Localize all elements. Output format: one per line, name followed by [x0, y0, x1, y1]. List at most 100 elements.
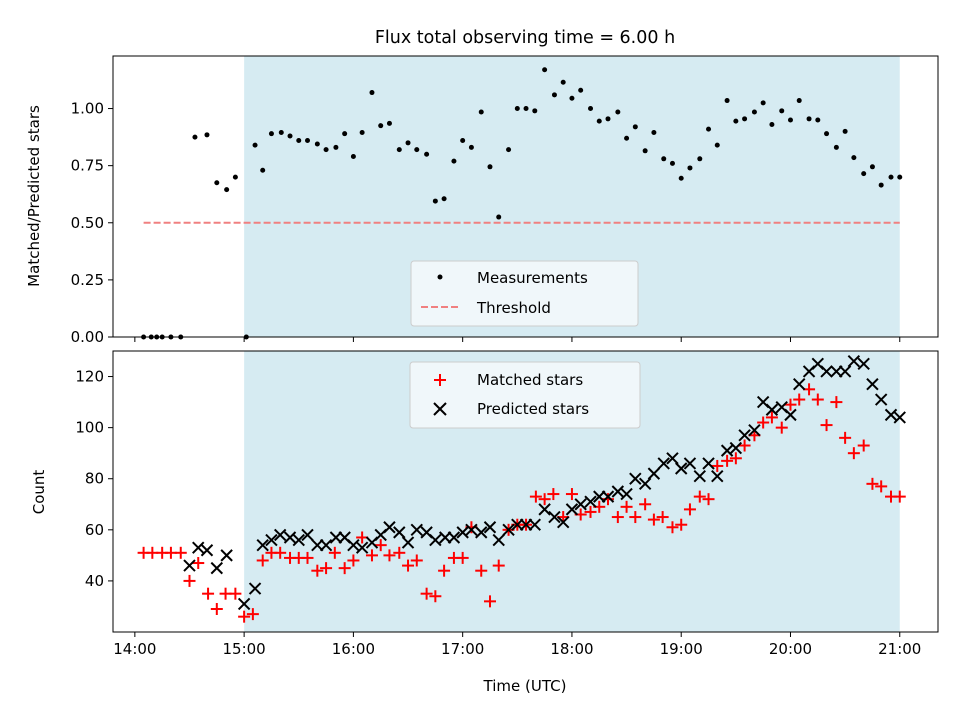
- predicted-stars-point: [548, 510, 561, 524]
- measurements-point: [378, 123, 384, 129]
- measurements-point: [532, 108, 538, 114]
- measurements-point: [451, 158, 457, 164]
- measurements-point: [478, 109, 484, 115]
- predicted-stars-point: [401, 536, 415, 549]
- matched-stars-point: [320, 562, 333, 575]
- measurements-point: [569, 95, 575, 101]
- predicted-stars-point: [683, 457, 697, 470]
- matched-stars-point: [639, 498, 652, 511]
- matched-stars-point: [274, 546, 287, 559]
- predicted-stars-point: [183, 559, 196, 572]
- matched-stars-point: [793, 393, 806, 406]
- measurements-point: [506, 147, 512, 153]
- predicted-stars-point: [675, 462, 688, 475]
- measurements-point: [441, 196, 447, 202]
- predicted-stars-point: [666, 452, 679, 465]
- predicted-stars-point: [410, 523, 423, 537]
- measurements-point: [588, 106, 594, 112]
- measurements-point: [669, 160, 675, 166]
- matched-stars-point: [656, 511, 669, 524]
- measurements-point: [678, 175, 684, 181]
- predicted-stars-point: [492, 533, 505, 547]
- predicted-stars-point: [601, 490, 615, 503]
- count-x-tick-label: 20:00: [769, 640, 812, 658]
- matched-stars-point: [866, 477, 879, 490]
- predicted-stars-point: [711, 469, 724, 483]
- measurements-point: [405, 140, 411, 146]
- predicted-stars-point: [556, 515, 570, 529]
- predicted-stars-point: [283, 531, 297, 544]
- measurements-point: [842, 128, 848, 134]
- predicted-stars-point: [565, 503, 579, 516]
- predicted-stars-point: [793, 378, 806, 391]
- measurements-point: [697, 156, 703, 162]
- measurements-legend-marker: [437, 274, 443, 280]
- matched-stars-point: [547, 488, 560, 501]
- measurements-point: [779, 108, 785, 114]
- ratio-y-tick-label: 0.75: [71, 157, 104, 175]
- measurements-point: [192, 134, 198, 140]
- measurements-point: [252, 142, 258, 148]
- counts-panel-frame: [112, 350, 939, 633]
- matched-stars-point: [311, 564, 324, 577]
- measurements-point: [232, 174, 238, 180]
- predicted-stars-point: [884, 408, 898, 422]
- matched-stars-point: [183, 574, 196, 587]
- predicted-stars-point: [210, 561, 224, 575]
- matched-stars-point: [202, 587, 215, 600]
- predicted-legend-label: Predicted stars: [477, 400, 589, 418]
- count-y-tick-label: 80: [85, 470, 104, 488]
- matched-stars-point: [820, 419, 833, 432]
- matched-stars-point: [402, 559, 415, 572]
- predicted-stars-point: [893, 411, 906, 424]
- measurements-point: [460, 138, 466, 144]
- ratio-panel-frame: [112, 55, 939, 338]
- measurements-point: [350, 154, 356, 160]
- predicted-stars-point: [347, 538, 360, 552]
- measurements-point: [268, 131, 274, 137]
- matched-stars-point: [629, 511, 642, 524]
- matched-stars-point: [765, 411, 778, 424]
- measurements-point: [323, 147, 329, 153]
- measurements-point: [414, 147, 420, 153]
- measurements-point: [605, 116, 611, 122]
- measurements-point: [888, 174, 894, 180]
- measurements-point: [551, 92, 557, 98]
- measurements-point: [733, 118, 739, 124]
- measurements-point: [624, 135, 630, 141]
- matched-stars-point: [611, 511, 624, 524]
- predicted-stars-point: [447, 531, 461, 544]
- matched-stars-point: [174, 546, 187, 559]
- matched-stars-point: [602, 493, 614, 506]
- count-y-tick-label: 60: [85, 521, 104, 539]
- predicted-legend-marker: [433, 402, 447, 416]
- measurements-point: [615, 109, 621, 115]
- measurements-point: [278, 130, 284, 136]
- predicted-stars-point: [847, 355, 861, 368]
- measurements-point: [314, 141, 320, 147]
- measurements-point: [724, 98, 730, 104]
- measurements-point: [287, 133, 293, 139]
- measurements-point: [204, 132, 210, 138]
- measurements-point: [359, 130, 365, 136]
- predicted-stars-point: [429, 533, 442, 547]
- matched-stars-point: [729, 452, 742, 465]
- predicted-stars-point: [273, 528, 287, 542]
- measurements-point: [760, 100, 766, 106]
- ratio-y-tick-label: 0.00: [71, 328, 104, 346]
- measurements-point: [432, 198, 438, 204]
- matched-stars-point: [811, 393, 824, 406]
- ratio-legend: Measurements Threshold: [410, 260, 639, 327]
- predicted-stars-point: [620, 487, 633, 501]
- measurements-point: [815, 117, 821, 123]
- counts-legend-box: [409, 361, 641, 429]
- count-y-tick-label: 120: [75, 368, 104, 386]
- count-x-tick-label: 15:00: [223, 640, 266, 658]
- predicted-stars-point: [265, 533, 278, 547]
- count-x-tick-label: 16:00: [332, 640, 375, 658]
- matched-stars-point: [238, 610, 251, 623]
- measurements-point: [396, 147, 402, 153]
- measurements-point: [342, 131, 348, 137]
- ratio-panel: 0.00 0.25 0.50 0.75 1.00 Matched/Predicted s…: [25, 55, 939, 346]
